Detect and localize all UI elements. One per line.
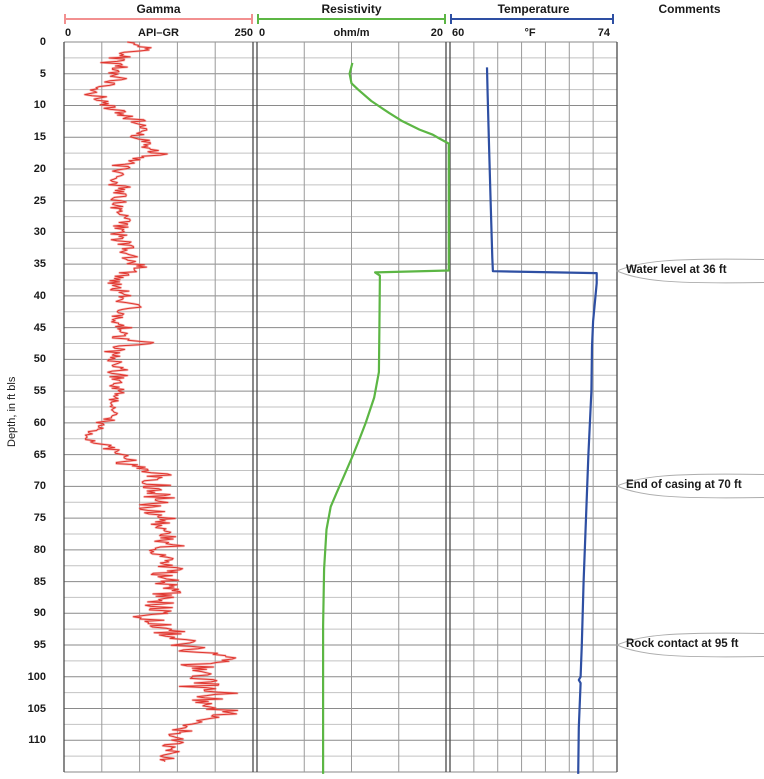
temperature-scale-unit: °F: [524, 27, 536, 39]
comment-callout-path: [615, 632, 764, 658]
resistivity-scale-min: 0: [259, 27, 266, 39]
temperature-track-title: Temperature: [497, 2, 570, 16]
gamma-scale-unit: API–GR: [138, 27, 179, 39]
resistivity-scale-unit: ohm/m: [333, 27, 370, 39]
depth-tick-label: 90: [33, 607, 46, 620]
depth-tick-label: 75: [33, 512, 46, 525]
comment-callout: Water level at 36 ft: [610, 253, 764, 289]
comment-text: Rock contact at 95 ft: [626, 638, 739, 651]
depth-tick-label: 35: [33, 258, 46, 271]
rule-tick: [257, 14, 259, 24]
resistivity-curve: [322, 62, 450, 774]
comment-callout-bracket: [615, 258, 764, 283]
temperature-scale-min: 60: [452, 27, 465, 39]
resistivity-header-rule: [257, 14, 446, 24]
depth-tick-label: 10: [33, 99, 46, 112]
rule-tick: [612, 14, 614, 24]
comment-callout-path: [615, 258, 764, 283]
comment-callout-bracket: [615, 632, 764, 658]
depth-tick-label: 30: [33, 226, 46, 239]
temperature-scale-max: 74: [597, 27, 610, 39]
depth-tick-label: 55: [33, 385, 46, 398]
gamma-curve: [84, 41, 238, 762]
depth-tick-label: 100: [27, 670, 46, 683]
rule-tick: [64, 14, 66, 24]
depth-tick-label: 80: [33, 543, 46, 556]
depth-tick-label: 60: [33, 416, 46, 429]
comments-column-title: Comments: [658, 2, 721, 16]
depth-tick-label: 50: [33, 353, 46, 366]
comment-text: End of casing at 70 ft: [626, 479, 742, 492]
temperature-curve: [485, 67, 598, 774]
comment-callout-bracket: [615, 473, 764, 499]
depth-tick-label: 5: [39, 67, 46, 80]
gamma-header-rule: [64, 14, 253, 24]
comment-callout-path: [615, 473, 764, 499]
resistivity-scale-max: 20: [430, 27, 443, 39]
depth-tick-label: 65: [33, 448, 46, 461]
depth-tick-label: 85: [33, 575, 46, 588]
comment-callout: End of casing at 70 ft: [610, 468, 764, 504]
depth-tick-label: 15: [33, 131, 46, 144]
gamma-scale-min: 0: [65, 27, 72, 39]
temperature-header-rule: [450, 14, 614, 24]
depth-tick-label: 70: [33, 480, 46, 493]
comment-text: Water level at 36 ft: [626, 263, 727, 276]
rule-tick: [444, 14, 446, 24]
depth-tick-label: 20: [33, 162, 46, 175]
depth-tick-label: 95: [33, 639, 46, 652]
rule-tick: [450, 14, 452, 24]
rule-tick: [251, 14, 253, 24]
depth-tick-label: 105: [27, 702, 46, 715]
gamma-track-title: Gamma: [136, 2, 181, 16]
depth-tick-label: 0: [39, 36, 46, 48]
depth-tick-label: 110: [28, 734, 46, 747]
depth-tick-label: 40: [33, 289, 46, 302]
resistivity-track-title: Resistivity: [321, 2, 382, 16]
depth-tick-label: 25: [33, 194, 46, 207]
comment-callout: Rock contact at 95 ft: [610, 627, 764, 663]
depth-tick-label: 45: [33, 321, 46, 334]
gamma-scale-max: 250: [234, 27, 253, 39]
